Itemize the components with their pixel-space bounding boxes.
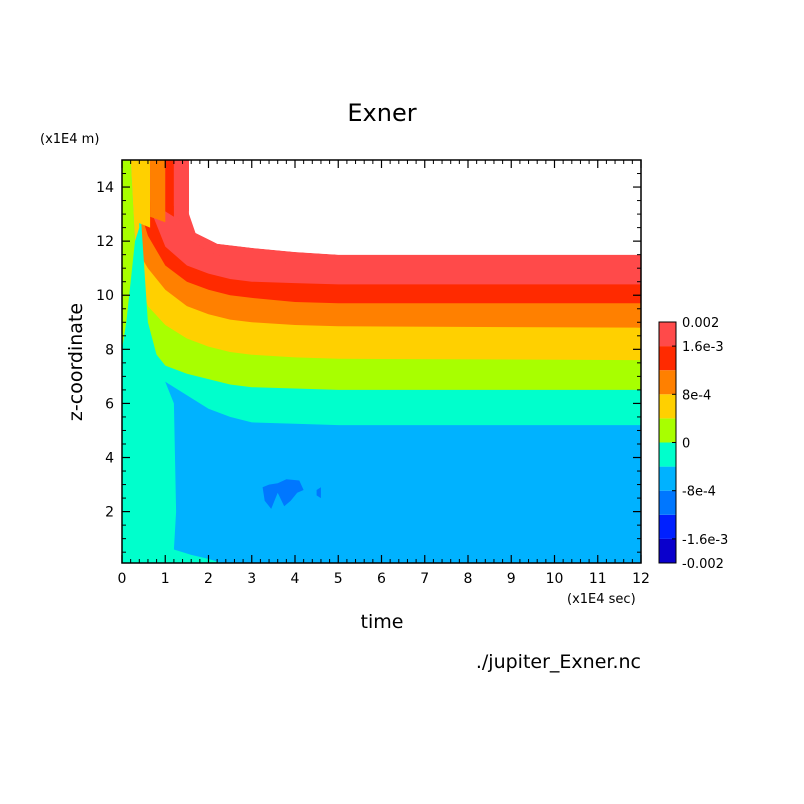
colorbar-swatch — [659, 394, 676, 419]
colorbar-swatch — [659, 442, 676, 467]
y-tick-label: 4 — [105, 451, 114, 467]
colorbar-swatch — [659, 370, 676, 395]
colorbar: 0.002 1.6e-3 8e-4 0 -8e-4 -1.6e-3 -0.002 — [658, 316, 728, 572]
contour-top-stripe-1 — [150, 160, 166, 223]
x-tick-label: 2 — [204, 571, 213, 587]
y-axis-unit: (x1E4 m) — [40, 132, 99, 147]
y-tick-label: 6 — [105, 396, 114, 412]
contour-top-stripe-0 — [137, 160, 151, 228]
contour-early-cyan — [122, 160, 222, 563]
x-tick-label: 12 — [632, 571, 650, 587]
y-tick-label: 12 — [96, 234, 114, 250]
colorbar-tick-label: -8e-4 — [682, 485, 716, 500]
colorbar-tick-label: 0.002 — [682, 316, 719, 331]
colorbar-tick-label: 0 — [682, 437, 690, 452]
contour-band-base — [122, 376, 641, 563]
x-tick-label: 1 — [161, 571, 170, 587]
x-tick-label: 10 — [546, 571, 564, 587]
x-tick-label: 11 — [589, 571, 607, 587]
x-tick-label: 3 — [247, 571, 256, 587]
x-tick-label: 9 — [507, 571, 516, 587]
y-tick-label: 14 — [96, 180, 114, 196]
x-tick-label: 4 — [291, 571, 300, 587]
colorbar-swatch — [659, 346, 676, 371]
y-tick-label: 10 — [96, 288, 114, 304]
colorbar-swatch — [659, 418, 676, 443]
chart-title: Exner — [347, 99, 416, 127]
x-axis-unit: (x1E4 sec) — [567, 592, 636, 607]
colorbar-swatch — [659, 322, 676, 347]
colorbar-tick-label: 8e-4 — [682, 388, 711, 403]
x-tick-label: 5 — [334, 571, 343, 587]
source-file-label: ./jupiter_Exner.nc — [476, 651, 641, 673]
y-tick-label: 8 — [105, 342, 114, 358]
colorbar-swatch — [659, 466, 676, 491]
x-tick-label: 6 — [377, 571, 386, 587]
colorbar-swatch — [659, 514, 676, 539]
contour-empty-top — [189, 160, 641, 255]
contour-left-green — [122, 160, 135, 350]
colorbar-swatch — [659, 538, 676, 563]
contour-top-stripe-3 — [173, 160, 189, 212]
x-tick-label: 0 — [118, 571, 127, 587]
y-tick-label: 2 — [105, 505, 114, 521]
x-axis-label: time — [361, 611, 404, 633]
colorbar-tick-label: 1.6e-3 — [682, 340, 724, 355]
contour-top-stripe-2 — [165, 160, 174, 217]
colorbar-tick-label: -1.6e-3 — [682, 533, 728, 548]
x-tick-label: 7 — [420, 571, 429, 587]
colorbar-tick-label: -0.002 — [682, 557, 724, 572]
contour-dark-patch — [262, 479, 304, 509]
contour-left-yellow — [130, 160, 140, 242]
x-tick-label: 8 — [464, 571, 473, 587]
contour-dark-patch-small — [316, 487, 321, 499]
contour-fills — [122, 160, 641, 563]
y-axis-label: z-coordinate — [65, 303, 87, 421]
colorbar-swatch — [659, 490, 676, 515]
